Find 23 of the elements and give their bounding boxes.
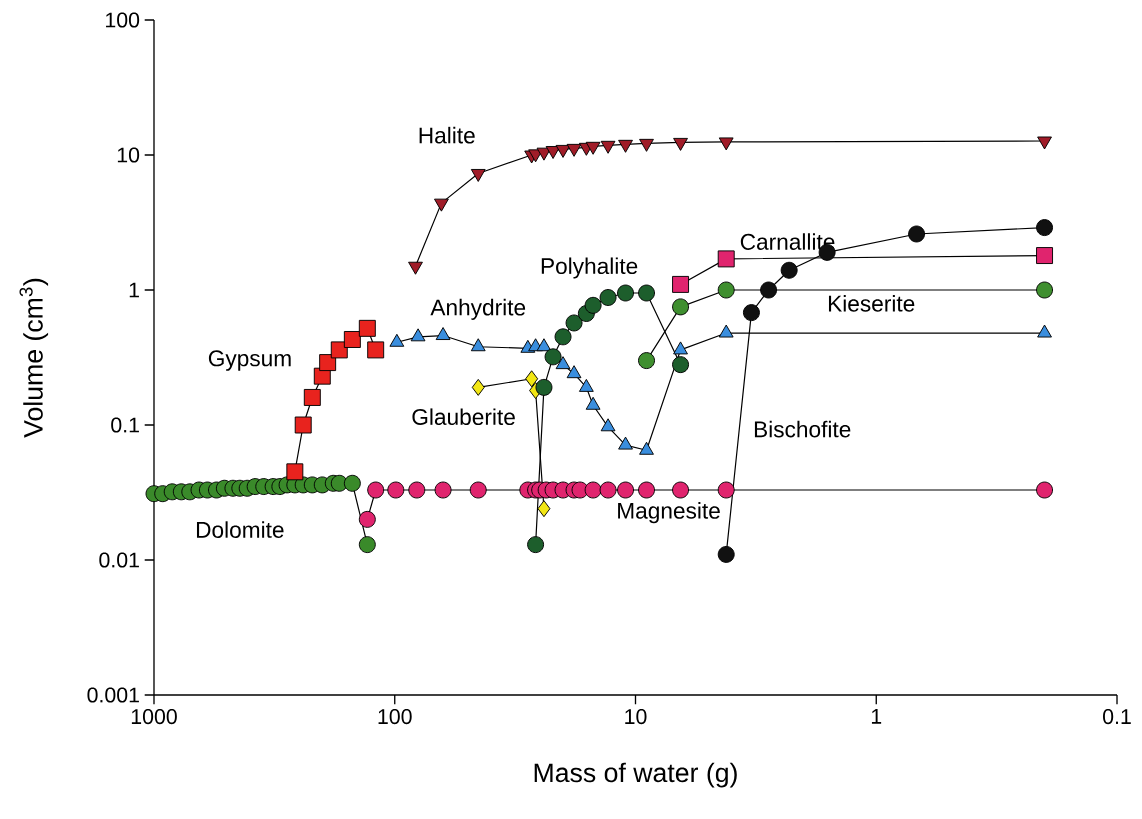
series-label: Halite — [419, 126, 475, 144]
x-axis-title: Mass of water (g) — [534, 762, 737, 788]
series-label: Glauberite — [412, 408, 515, 426]
y-tick-label: 0.01 — [99, 552, 139, 568]
series-label: Magnesite — [618, 502, 720, 524]
y-tick-label: 0.1 — [111, 417, 139, 433]
series-label: Carnallite — [740, 233, 835, 250]
series-label: Gypsum — [208, 350, 291, 371]
series-label: Anhydrite — [430, 298, 526, 320]
y-tick-label: 0.001 — [87, 687, 139, 703]
y-tick-label: 1 — [129, 282, 139, 298]
y-tick-label: 100 — [106, 12, 140, 28]
y-axis-title: Volume (cm$^{3}$) — [19, 278, 49, 438]
x-tick-label: 0.1 — [1103, 709, 1131, 725]
series-label: Kieserite — [828, 295, 915, 312]
series-label: Bischofite — [754, 420, 851, 438]
x-tick-label: 1000 — [131, 709, 177, 725]
x-tick-label: 1 — [871, 709, 882, 724]
series-label: Dolomite — [196, 521, 284, 538]
x-tick-label: 10 — [625, 709, 647, 725]
x-tick-label: 100 — [378, 709, 412, 725]
series-label: Polyhalite — [541, 257, 638, 279]
y-tick-label: 10 — [117, 147, 140, 163]
